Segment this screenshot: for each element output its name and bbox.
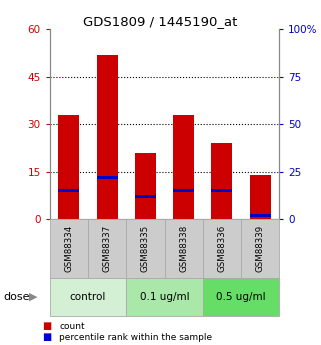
Bar: [58, 115, 79, 219]
Bar: [97, 176, 118, 179]
Text: GSM88336: GSM88336: [217, 225, 226, 272]
Text: ▶: ▶: [29, 292, 37, 302]
Bar: [126, 278, 203, 316]
Bar: [241, 219, 279, 278]
Bar: [126, 219, 164, 278]
Text: GDS1809 / 1445190_at: GDS1809 / 1445190_at: [83, 14, 238, 28]
Bar: [135, 152, 156, 219]
Bar: [203, 219, 241, 278]
Bar: [250, 175, 271, 219]
Bar: [211, 189, 232, 192]
Text: 0.1 ug/ml: 0.1 ug/ml: [140, 292, 189, 302]
Text: ■: ■: [42, 333, 51, 342]
Text: GSM88339: GSM88339: [256, 225, 265, 272]
Text: 0.5 ug/ml: 0.5 ug/ml: [216, 292, 266, 302]
Bar: [58, 189, 79, 192]
Text: GSM88338: GSM88338: [179, 225, 188, 272]
Bar: [135, 195, 156, 198]
Text: percentile rank within the sample: percentile rank within the sample: [59, 333, 213, 342]
Text: GSM88337: GSM88337: [103, 225, 112, 272]
Bar: [88, 219, 126, 278]
Text: GSM88334: GSM88334: [65, 225, 74, 272]
Text: ■: ■: [42, 321, 51, 331]
Bar: [97, 55, 118, 219]
Text: control: control: [70, 292, 106, 302]
Bar: [173, 189, 194, 192]
Text: count: count: [59, 322, 85, 331]
Text: GSM88335: GSM88335: [141, 225, 150, 272]
Bar: [50, 278, 126, 316]
Bar: [250, 214, 271, 217]
Bar: [173, 115, 194, 219]
Bar: [211, 143, 232, 219]
Text: dose: dose: [3, 292, 30, 302]
Bar: [203, 278, 279, 316]
Bar: [50, 219, 88, 278]
Bar: [164, 219, 203, 278]
